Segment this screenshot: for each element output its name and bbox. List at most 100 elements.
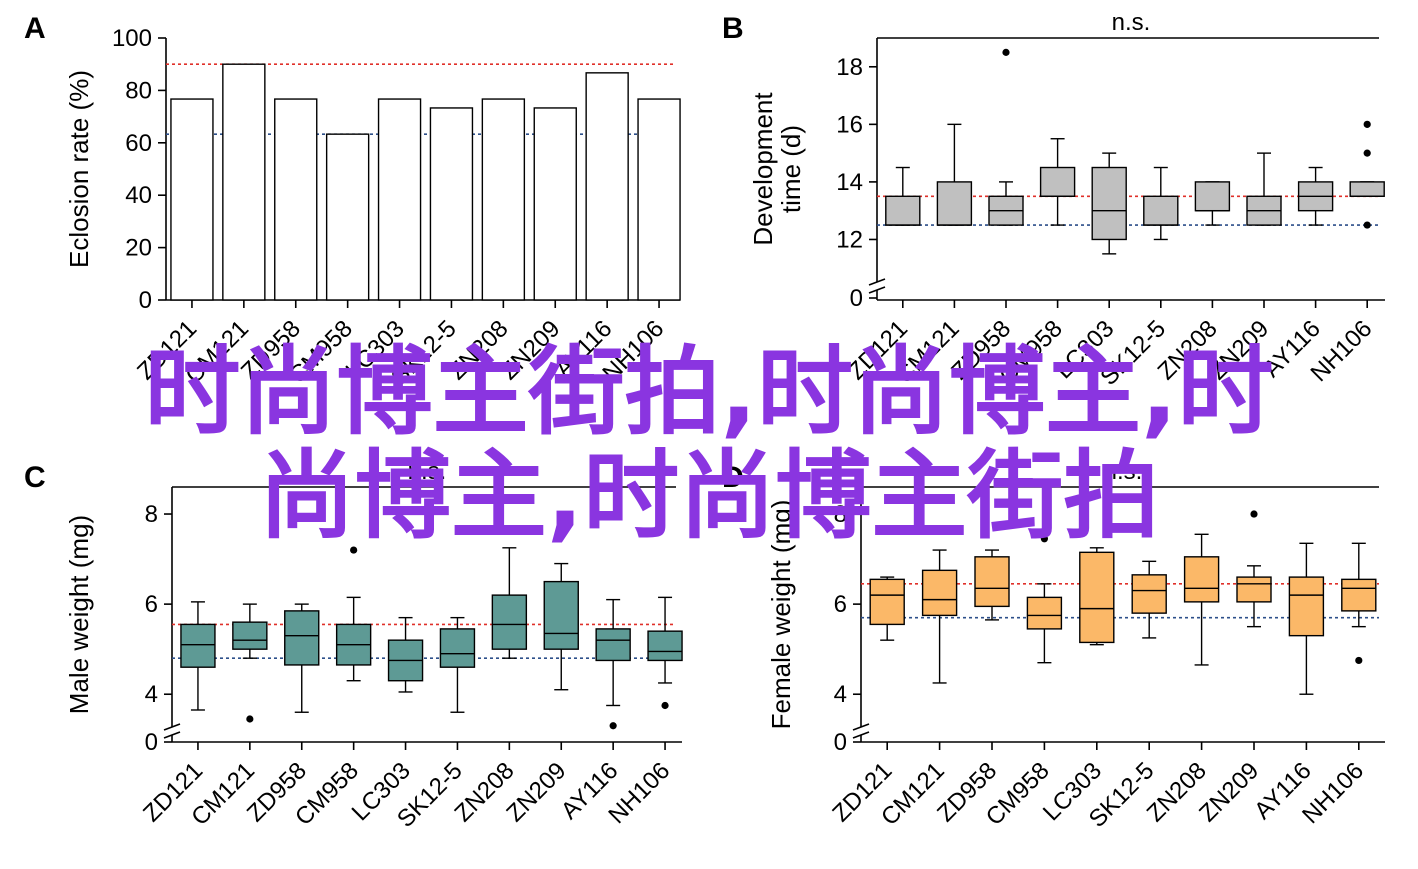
box-iqr bbox=[595, 628, 631, 662]
box-iqr bbox=[1039, 166, 1076, 197]
box-iqr bbox=[974, 556, 1010, 608]
box-ay116 bbox=[1297, 166, 1334, 226]
box-zd121 bbox=[885, 166, 921, 226]
y-tick-label: 12 bbox=[836, 226, 863, 253]
outlier-point bbox=[1002, 48, 1010, 56]
y-tick-label: 0 bbox=[145, 729, 158, 756]
y-axis-title: Male weight (mg) bbox=[64, 515, 94, 714]
y-tick-label: 6 bbox=[145, 591, 158, 618]
y-tick-label: 18 bbox=[836, 54, 863, 81]
x-tick-label-zn209: ZN209 bbox=[495, 315, 565, 385]
significance-label: n.s. bbox=[1112, 9, 1151, 36]
significance-label: n.s. bbox=[408, 458, 447, 485]
box-iqr bbox=[885, 195, 921, 226]
bar-ay116 bbox=[585, 72, 629, 301]
axis-break-mark bbox=[852, 731, 870, 739]
box-iqr bbox=[1288, 576, 1325, 637]
outlier-point bbox=[246, 715, 254, 723]
box-ay116 bbox=[1288, 542, 1325, 695]
box-cm121 bbox=[936, 123, 973, 226]
box-iqr bbox=[284, 610, 320, 666]
box-iqr bbox=[1236, 576, 1272, 603]
box-iqr bbox=[936, 181, 973, 226]
bar-zn209 bbox=[533, 107, 577, 301]
box-lc303 bbox=[1079, 547, 1115, 646]
box-nh106 bbox=[1341, 542, 1377, 665]
outlier-point bbox=[1040, 535, 1048, 543]
outlier-point bbox=[1355, 656, 1363, 665]
x-tick-label-zn209: ZN209 bbox=[1194, 757, 1264, 827]
box-iqr bbox=[491, 594, 528, 650]
outlier-point bbox=[1363, 221, 1371, 229]
y-tick-label: 8 bbox=[834, 501, 847, 528]
y-tick-label: 0 bbox=[850, 285, 863, 312]
y-tick-label: 4 bbox=[145, 681, 158, 708]
y-axis-title: Female weight (mg) bbox=[766, 500, 796, 730]
panel-label: D bbox=[722, 461, 744, 494]
y-tick-label: 40 bbox=[125, 182, 152, 209]
y-tick-label: 60 bbox=[125, 130, 152, 157]
outlier-point bbox=[661, 701, 669, 710]
y-axis-title: Eclosion rate (%) bbox=[64, 70, 94, 268]
axis-break-mark bbox=[163, 723, 181, 731]
bar-cm958 bbox=[325, 133, 370, 301]
box-iqr bbox=[439, 628, 476, 668]
box-zn208 bbox=[1194, 181, 1231, 226]
box-iqr bbox=[1341, 578, 1377, 612]
y-tick-label: 16 bbox=[836, 111, 863, 138]
panel-label: B bbox=[722, 12, 744, 45]
box-nh106 bbox=[1349, 120, 1385, 229]
box-iqr bbox=[647, 630, 683, 662]
box-zn209 bbox=[543, 562, 579, 691]
box-sk12-5 bbox=[439, 616, 476, 713]
box-cm958 bbox=[335, 546, 372, 682]
axis-break-mark bbox=[868, 278, 886, 286]
box-zd958 bbox=[974, 549, 1010, 621]
axis-break-mark bbox=[868, 286, 886, 294]
outlier-point bbox=[350, 546, 358, 554]
box-lc303 bbox=[387, 616, 424, 693]
y-tick-label: 0 bbox=[139, 287, 152, 314]
box-ay116 bbox=[595, 598, 631, 730]
bar-sk12-5 bbox=[429, 107, 474, 301]
box-iqr bbox=[1143, 195, 1179, 226]
box-iqr bbox=[1131, 574, 1167, 614]
box-lc303 bbox=[1091, 152, 1127, 255]
box-iqr bbox=[1349, 181, 1385, 197]
box-cm121 bbox=[921, 549, 958, 684]
box-zn208 bbox=[491, 547, 528, 659]
bar-cm121 bbox=[222, 63, 266, 301]
outlier-point bbox=[1363, 149, 1371, 157]
x-tick-label-zn209: ZN209 bbox=[501, 757, 571, 827]
y-tick-label: 20 bbox=[125, 235, 152, 262]
y-tick-label: 14 bbox=[836, 169, 863, 196]
axis-break-mark bbox=[852, 723, 870, 731]
x-tick-label-zn209: ZN209 bbox=[1204, 315, 1274, 385]
box-zn209 bbox=[1246, 152, 1282, 226]
box-iqr bbox=[1183, 556, 1220, 603]
y-tick-label: 6 bbox=[834, 591, 847, 618]
box-iqr bbox=[1079, 551, 1115, 644]
box-zd121 bbox=[869, 576, 905, 641]
box-iqr bbox=[869, 578, 905, 626]
box-sk12-5 bbox=[1143, 166, 1179, 241]
y-axis-title-line-2: time (d) bbox=[776, 125, 806, 213]
bar-nh106 bbox=[637, 98, 681, 301]
box-iqr bbox=[921, 569, 958, 617]
y-tick-label: 80 bbox=[125, 77, 152, 104]
outlier-point bbox=[609, 722, 617, 730]
box-iqr bbox=[1194, 181, 1231, 212]
bar-zd121 bbox=[170, 98, 214, 301]
box-zd121 bbox=[180, 601, 216, 711]
box-iqr bbox=[1091, 166, 1127, 241]
box-zd958 bbox=[988, 48, 1024, 226]
y-tick-label: 4 bbox=[834, 681, 847, 708]
y-tick-label: 100 bbox=[112, 25, 152, 52]
bar-zn208 bbox=[481, 98, 526, 301]
box-zd958 bbox=[284, 603, 320, 713]
significance-label: n.s. bbox=[1104, 458, 1143, 485]
